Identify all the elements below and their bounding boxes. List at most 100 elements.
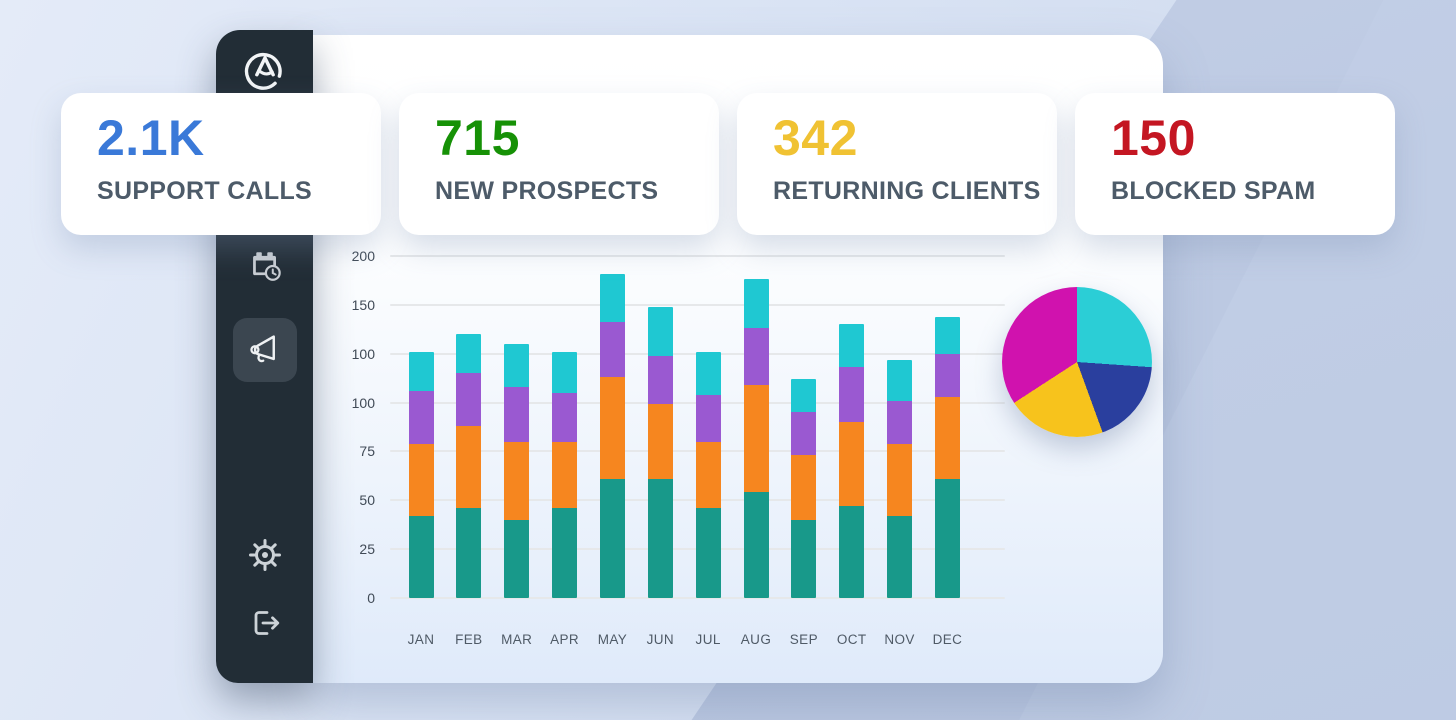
bar-segment-purple-segment xyxy=(599,322,625,378)
x-axis-month-label: FEB xyxy=(455,632,483,647)
bar-column-mar xyxy=(504,343,530,598)
gridline xyxy=(390,303,1005,306)
bar-segment-cyan-top-segment xyxy=(839,324,865,368)
bar-segment-teal-bottom-segment xyxy=(839,506,865,598)
bar-column-jul xyxy=(695,351,721,598)
gridline xyxy=(390,255,1005,257)
x-axis-month-label: JUL xyxy=(695,632,721,647)
bar-segment-cyan-top-segment xyxy=(695,351,721,395)
bar-column-dec xyxy=(934,316,960,598)
bar-segment-cyan-top-segment xyxy=(743,279,769,329)
stat-value: 150 xyxy=(1111,110,1196,166)
bar-segment-purple-segment xyxy=(695,394,721,442)
bar-segment-teal-bottom-segment xyxy=(599,478,625,598)
stat-card-blocked-spam: 150 BLOCKED SPAM xyxy=(1075,93,1395,235)
bar-column-feb xyxy=(456,334,482,598)
bar-segment-cyan-top-segment xyxy=(934,316,960,354)
y-axis-tick-label: 150 xyxy=(351,296,375,313)
x-axis-month-label: AUG xyxy=(740,632,772,647)
stat-value: 2.1K xyxy=(97,110,205,166)
bar-segment-purple-segment xyxy=(934,353,960,397)
sidebar-item-settings[interactable] xyxy=(233,525,297,589)
y-axis-tick-label: 75 xyxy=(359,443,375,460)
bar-column-jun xyxy=(647,306,673,598)
bar-segment-teal-bottom-segment xyxy=(791,519,817,598)
gridline xyxy=(390,597,1005,599)
bar-segment-orange-segment xyxy=(743,384,769,493)
bar-segment-teal-bottom-segment xyxy=(408,515,434,598)
bar-segment-teal-bottom-segment xyxy=(456,508,482,598)
bar-column-jan xyxy=(408,351,434,598)
bar-segment-orange-segment xyxy=(791,455,817,520)
y-axis-tick-label: 100 xyxy=(351,345,375,362)
pie-chart xyxy=(1002,287,1152,437)
bar-segment-orange-segment xyxy=(408,443,434,516)
bar-column-apr xyxy=(552,351,578,598)
bar-segment-teal-bottom-segment xyxy=(887,515,913,598)
bar-segment-teal-bottom-segment xyxy=(647,478,673,598)
stat-label: RETURNING CLIENTS xyxy=(773,177,1041,205)
bar-segment-cyan-top-segment xyxy=(456,334,482,374)
bar-segment-orange-segment xyxy=(552,441,578,509)
x-axis-month-label: APR xyxy=(550,632,580,647)
x-axis-month-label: MAY xyxy=(597,632,628,647)
stat-label: NEW PROSPECTS xyxy=(435,177,659,205)
bar-segment-purple-segment xyxy=(456,373,482,426)
bar-column-nov xyxy=(887,359,913,598)
bar-segment-purple-segment xyxy=(887,400,913,444)
bar-segment-purple-segment xyxy=(647,355,673,405)
stacked-bar-chart: 200 150 100 100 75 50 25 0 JAN FEB MAR APR MAY JUN JUL… xyxy=(313,35,1163,683)
bar-segment-purple-segment xyxy=(743,328,769,385)
gear-icon xyxy=(245,535,285,580)
x-axis-month-label: JAN xyxy=(407,632,435,647)
x-axis-month-label: MAR xyxy=(501,632,533,647)
bar-segment-teal-bottom-segment xyxy=(695,508,721,598)
bar-segment-orange-segment xyxy=(839,422,865,507)
bar-segment-cyan-top-segment xyxy=(791,379,817,413)
bar-column-may xyxy=(599,273,625,598)
bar-segment-cyan-top-segment xyxy=(408,351,434,391)
y-axis-tick-label: 200 xyxy=(351,248,375,264)
megaphone-icon xyxy=(244,327,286,374)
sidebar-item-schedule[interactable] xyxy=(233,236,297,300)
sidebar-item-campaigns[interactable] xyxy=(232,318,297,382)
y-axis-tick-label: 50 xyxy=(359,492,375,509)
bar-segment-purple-segment xyxy=(552,392,578,442)
sidebar-item-logout[interactable] xyxy=(233,593,297,657)
y-axis-tick-label: 25 xyxy=(359,541,375,558)
bar-segment-cyan-top-segment xyxy=(504,343,530,387)
sidebar-item-home[interactable] xyxy=(233,38,297,102)
bar-segment-teal-bottom-segment xyxy=(504,519,530,598)
bar-segment-orange-segment xyxy=(504,441,530,520)
bar-column-sep xyxy=(791,379,817,598)
bar-segment-purple-segment xyxy=(791,412,817,456)
stat-card-returning-clients: 342 RETURNING CLIENTS xyxy=(737,93,1057,235)
bar-segment-orange-segment xyxy=(695,441,721,509)
bar-segment-teal-bottom-segment xyxy=(552,508,578,598)
bar-segment-cyan-top-segment xyxy=(552,351,578,393)
logout-icon xyxy=(245,603,285,648)
x-axis-month-label: JUN xyxy=(646,632,675,647)
bar-segment-teal-bottom-segment xyxy=(743,492,769,598)
stat-value: 715 xyxy=(435,110,520,166)
x-axis-month-label: SEP xyxy=(789,632,818,647)
brand-logo-icon xyxy=(242,45,288,96)
calendar-clock-icon xyxy=(243,244,287,293)
bar-segment-orange-segment xyxy=(934,396,960,479)
x-axis-month-label: OCT xyxy=(836,632,867,647)
bar-segment-purple-segment xyxy=(839,367,865,423)
bar-segment-orange-segment xyxy=(599,377,625,479)
stat-card-new-prospects: 715 NEW PROSPECTS xyxy=(399,93,719,235)
x-axis-month-label: DEC xyxy=(932,632,963,647)
bar-segment-cyan-top-segment xyxy=(887,359,913,401)
y-axis-tick-label: 100 xyxy=(351,394,375,411)
x-axis-month-label: NOV xyxy=(884,632,915,647)
bar-column-aug xyxy=(743,279,769,598)
bar-segment-cyan-top-segment xyxy=(599,273,625,323)
bar-column-oct xyxy=(839,324,865,598)
stat-label: SUPPORT CALLS xyxy=(97,177,313,205)
bar-segment-cyan-top-segment xyxy=(647,306,673,356)
stat-label: BLOCKED SPAM xyxy=(1111,177,1316,205)
bar-segment-orange-segment xyxy=(456,426,482,509)
